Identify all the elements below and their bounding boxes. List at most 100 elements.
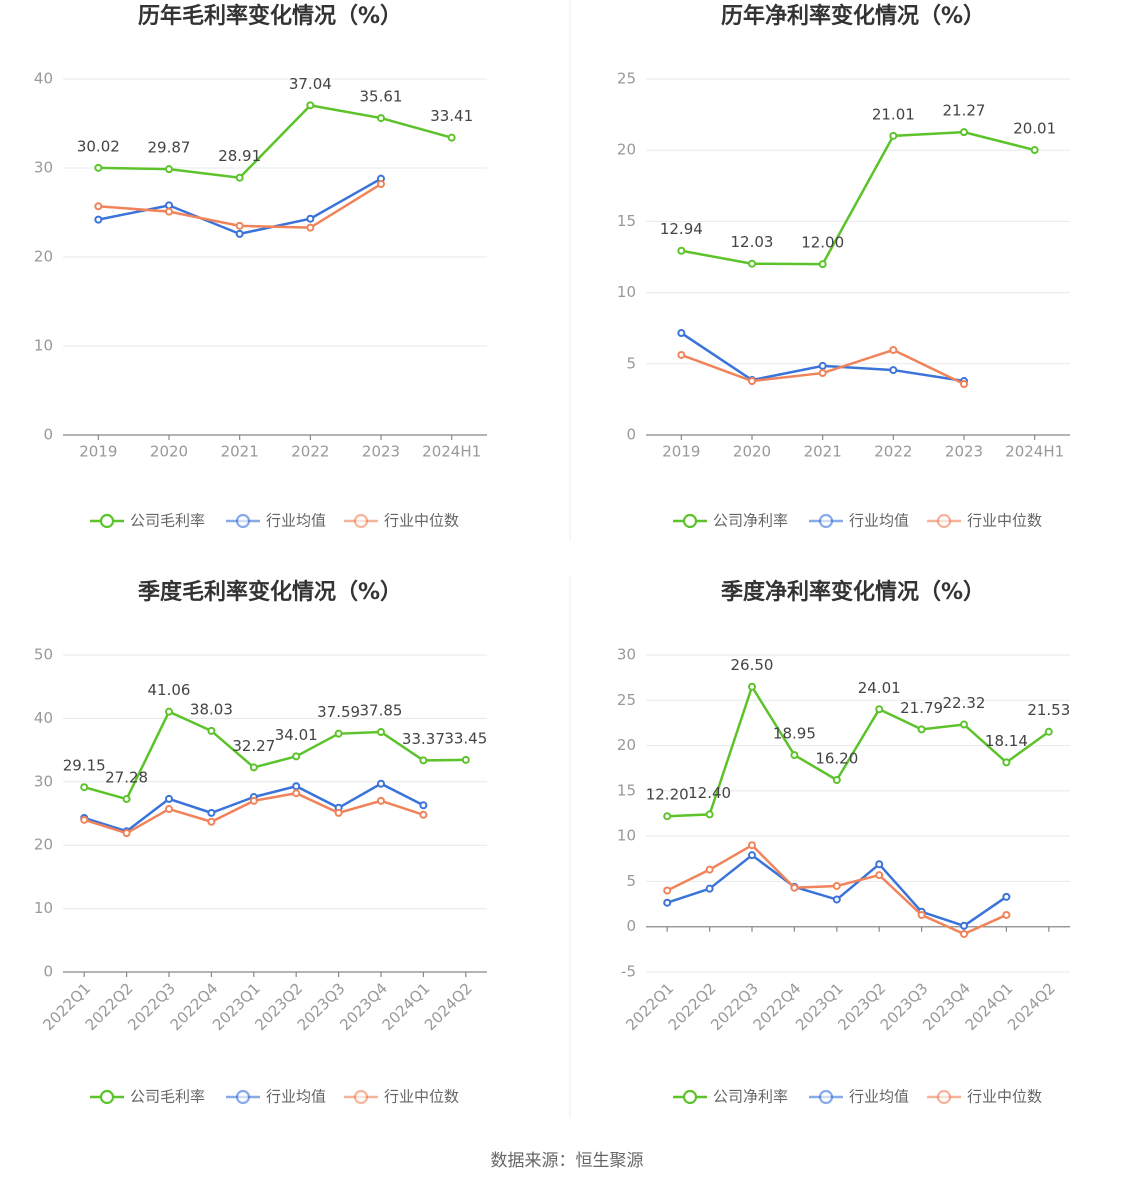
legend-marker [936,513,952,529]
data-point [960,921,968,930]
x-tick-label: 2024H1 [422,443,481,461]
legend-marker [818,1089,834,1105]
y-tick-label: 0 [626,917,636,935]
y-tick-label: 20 [34,248,53,266]
data-label: 12.00 [801,234,844,252]
data-point [917,910,926,919]
legend-marker [936,1089,952,1105]
data-point [419,801,428,810]
data-point [80,783,89,792]
data-point [960,128,968,137]
chart-title: 季度毛利率变化情况（%） [138,579,402,605]
data-point [748,682,756,691]
data-label: 33.45 [444,729,487,747]
legend-label: 行业均值 [849,512,909,530]
data-label: 21.79 [900,699,943,717]
data-point [94,202,103,211]
data-point [889,345,898,354]
series-line [83,710,466,801]
x-tick-label: 2020 [733,443,771,461]
legend-label: 行业中位数 [384,512,459,530]
x-tick-label: 2021 [221,443,259,461]
legend-marker [99,513,115,529]
y-tick-label: 15 [617,781,636,799]
legend-marker [99,1089,115,1105]
data-point [419,756,428,765]
data-point [960,929,968,938]
data-point [306,223,315,232]
data-point [249,796,258,805]
data-point [818,260,827,269]
y-tick-label: 0 [626,426,636,444]
data-point [165,794,173,803]
data-point [1002,892,1011,901]
data-point [235,221,244,230]
data-label: 21.01 [872,105,915,123]
data-point [748,841,756,850]
series-line [681,130,1035,266]
data-point [889,366,898,375]
chart-title: 季度净利率变化情况（%） [721,579,985,605]
data-point [122,829,131,838]
data-point [377,796,385,805]
data-point [960,380,968,389]
data-label: 32.27 [232,737,275,755]
data-point [419,810,428,819]
y-tick-label: 40 [34,70,53,88]
data-point [94,163,103,172]
data-point [235,173,244,182]
legend-label: 行业中位数 [967,512,1042,530]
data-point [1044,727,1053,736]
data-point [292,752,301,761]
data-label: 18.95 [773,725,816,743]
data-label: 37.85 [360,702,403,720]
data-point [377,728,385,737]
data-point [748,851,756,860]
x-tick-label: 2024H1 [1005,443,1064,461]
legend-marker [353,1089,369,1105]
data-label: 37.04 [289,75,332,93]
data-point [334,808,343,817]
y-tick-label: -5 [621,963,636,981]
chart-title: 历年毛利率变化情况（%） [138,3,402,29]
y-tick-label: 30 [34,772,53,790]
y-tick-label: 5 [626,354,636,372]
legend-label: 行业中位数 [384,1088,459,1106]
x-tick-label: 2024Q2 [1004,979,1059,1034]
data-label: 12.94 [660,220,703,238]
data-point [790,751,799,760]
data-point [1002,910,1011,919]
data-label: 24.01 [858,679,901,697]
x-tick-label: 2023 [362,443,400,461]
y-tick-label: 30 [617,646,636,664]
data-point [306,214,315,223]
y-tick-label: 20 [34,836,53,854]
legend-marker [682,513,698,529]
data-point [875,871,884,880]
data-label: 21.27 [943,102,986,120]
chart-title: 历年净利率变化情况（%） [721,3,985,29]
source: 数据来源：恒生聚源 [491,1151,644,1171]
y-tick-label: 20 [617,141,636,159]
data-point [875,705,884,714]
legend-label: 公司净利率 [713,1088,788,1106]
data-point [292,789,301,798]
x-tick-label: 2020 [150,443,188,461]
data-label: 37.59 [317,703,360,721]
data-point [334,729,343,738]
data-point [790,883,799,892]
data-point [818,361,827,370]
y-tick-label: 25 [617,70,636,88]
x-tick-label: 2019 [662,443,700,461]
data-point [1030,146,1039,155]
series-line [83,782,424,833]
data-point [94,215,103,224]
data-label: 29.87 [148,139,191,157]
data-label: 16.20 [815,749,858,767]
legend-marker [353,513,369,529]
data-label: 20.01 [1013,120,1056,138]
data-point [165,201,173,210]
data-point [165,805,173,814]
x-tick-label: 2023 [945,443,983,461]
